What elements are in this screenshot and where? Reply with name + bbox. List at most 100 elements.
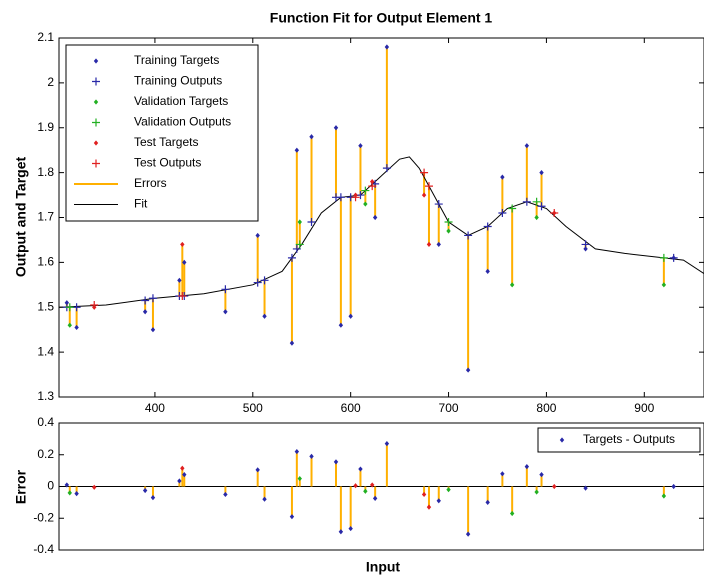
dot-marker bbox=[262, 496, 267, 502]
y-tick-label: 1.4 bbox=[37, 344, 54, 358]
dot-marker bbox=[534, 214, 539, 221]
plus-marker bbox=[581, 240, 590, 249]
y-tick-label: 1.9 bbox=[37, 120, 54, 134]
dot-marker bbox=[485, 268, 490, 274]
plus-marker bbox=[295, 240, 304, 249]
x-tick-label: 700 bbox=[439, 401, 459, 415]
dot-marker bbox=[142, 487, 148, 494]
plus-marker bbox=[90, 301, 99, 310]
legend-label: Training Outputs bbox=[134, 74, 222, 88]
y-tick-label: 1.7 bbox=[37, 210, 54, 224]
plus-marker bbox=[307, 217, 316, 226]
dot-marker bbox=[93, 140, 99, 146]
dot-marker bbox=[64, 482, 70, 488]
plus-marker bbox=[420, 168, 429, 177]
y-tick-label: 0 bbox=[47, 479, 54, 493]
plus-marker bbox=[361, 186, 370, 195]
y-tick-label: 1.6 bbox=[37, 255, 54, 269]
plus-marker bbox=[550, 209, 559, 218]
plus-marker bbox=[434, 200, 443, 209]
dot-marker bbox=[338, 322, 344, 328]
dot-marker bbox=[309, 134, 314, 140]
x-axis-label: Input bbox=[366, 559, 401, 575]
dot-marker bbox=[583, 246, 588, 252]
dot-marker bbox=[661, 282, 667, 288]
dot-marker bbox=[177, 277, 182, 283]
x-tick-label: 800 bbox=[536, 401, 556, 415]
dot-marker bbox=[223, 491, 228, 498]
plus-marker bbox=[292, 244, 301, 253]
y-tick-label: 1.8 bbox=[37, 165, 54, 179]
dot-marker bbox=[309, 453, 314, 459]
y-tick-label: -0.4 bbox=[33, 542, 54, 556]
legend-box bbox=[537, 427, 701, 453]
dot-marker bbox=[353, 483, 358, 489]
dot-marker bbox=[524, 143, 530, 149]
plus-marker bbox=[659, 253, 668, 262]
y-tick-label: 2.1 bbox=[37, 30, 54, 44]
plus-marker bbox=[336, 193, 345, 202]
plus-marker bbox=[148, 294, 157, 303]
dot-marker bbox=[500, 174, 505, 180]
dot-marker bbox=[93, 99, 99, 105]
dot-marker bbox=[74, 324, 79, 331]
legend-box bbox=[65, 44, 259, 222]
dot-marker bbox=[358, 143, 363, 149]
dot-marker bbox=[524, 464, 530, 470]
plus-marker bbox=[464, 231, 473, 240]
dot-marker bbox=[150, 327, 156, 333]
plus-marker bbox=[221, 285, 230, 294]
dot-marker bbox=[552, 483, 557, 490]
dot-marker bbox=[294, 448, 300, 455]
dot-marker bbox=[142, 309, 148, 315]
dot-marker bbox=[358, 466, 363, 472]
dot-marker bbox=[559, 437, 565, 443]
dot-marker bbox=[297, 475, 302, 482]
y-tick-label: 1.5 bbox=[37, 299, 54, 313]
dot-marker bbox=[436, 498, 441, 504]
plus-marker bbox=[356, 191, 365, 200]
x-tick-label: 400 bbox=[145, 401, 165, 415]
dot-marker bbox=[421, 192, 427, 198]
legend-label: Fit bbox=[134, 197, 148, 211]
dot-marker bbox=[182, 259, 187, 265]
dot-marker bbox=[465, 531, 471, 537]
dot-marker bbox=[539, 471, 544, 478]
dot-marker bbox=[67, 490, 72, 496]
dot-marker bbox=[370, 179, 375, 185]
plus-marker bbox=[368, 182, 377, 191]
dot-marker bbox=[67, 322, 72, 328]
dot-marker bbox=[583, 485, 588, 491]
y-tick-label: 2 bbox=[47, 75, 54, 89]
legend-label: Errors bbox=[134, 176, 167, 190]
chart-title: Function Fit for Output Element 1 bbox=[270, 10, 493, 26]
plus-marker bbox=[669, 253, 678, 262]
dot-marker bbox=[372, 214, 378, 221]
plus-marker bbox=[508, 204, 517, 213]
plus-marker bbox=[92, 159, 100, 168]
plus-marker bbox=[532, 197, 541, 206]
legend-label: Test Outputs bbox=[134, 156, 201, 170]
plus-marker bbox=[65, 303, 74, 312]
dot-marker bbox=[509, 282, 515, 288]
dot-marker bbox=[539, 170, 544, 176]
dot-marker bbox=[289, 514, 295, 520]
dot-marker bbox=[333, 125, 339, 131]
x-tick-label: 500 bbox=[243, 401, 263, 415]
dot-marker bbox=[372, 495, 378, 502]
dot-marker bbox=[255, 467, 260, 473]
dot-marker bbox=[180, 241, 185, 248]
legend-label: Training Targets bbox=[134, 53, 219, 67]
dot-marker bbox=[74, 491, 79, 497]
dot-marker bbox=[384, 44, 390, 50]
plus-marker bbox=[498, 209, 507, 218]
dot-marker bbox=[338, 529, 344, 535]
dot-marker bbox=[64, 300, 70, 306]
dot-marker bbox=[509, 510, 515, 517]
plus-marker bbox=[72, 303, 81, 312]
dot-marker bbox=[363, 488, 368, 494]
legend-label: Validation Outputs bbox=[134, 115, 231, 129]
plus-marker bbox=[424, 182, 433, 191]
plus-marker bbox=[260, 276, 269, 285]
plus-marker bbox=[287, 253, 296, 262]
